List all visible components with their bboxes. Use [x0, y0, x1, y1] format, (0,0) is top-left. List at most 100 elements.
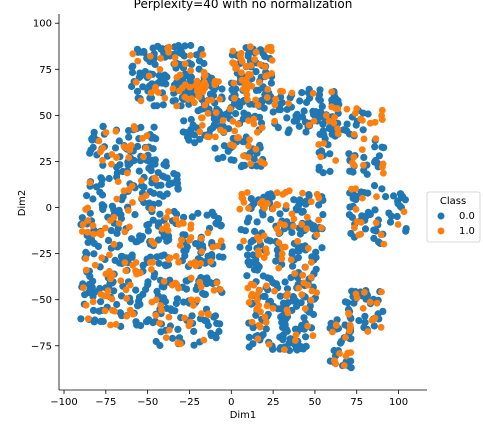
point-class-1.0: [125, 186, 133, 194]
point-class-0.0: [261, 292, 269, 301]
point-class-0.0: [296, 97, 304, 105]
point-class-0.0: [232, 110, 240, 118]
point-class-0.0: [187, 41, 195, 50]
point-class-1.0: [115, 220, 123, 227]
point-class-0.0: [154, 169, 162, 177]
point-class-1.0: [193, 77, 201, 85]
point-class-0.0: [302, 197, 310, 205]
point-class-1.0: [378, 106, 386, 114]
point-class-1.0: [394, 221, 402, 228]
point-class-1.0: [160, 278, 168, 285]
point-class-0.0: [296, 196, 304, 204]
point-class-0.0: [115, 259, 124, 267]
point-class-0.0: [97, 174, 105, 182]
point-class-0.0: [243, 251, 252, 259]
point-class-1.0: [315, 216, 322, 224]
point-class-0.0: [83, 192, 91, 200]
x-tick-label: 75: [350, 397, 363, 408]
point-class-0.0: [104, 236, 113, 244]
point-class-1.0: [290, 215, 298, 223]
point-class-1.0: [156, 66, 164, 73]
point-class-1.0: [113, 195, 121, 203]
point-class-1.0: [129, 50, 137, 58]
point-class-0.0: [99, 161, 107, 169]
point-class-1.0: [238, 58, 246, 65]
point-class-0.0: [90, 318, 98, 326]
point-class-0.0: [352, 196, 360, 204]
point-class-0.0: [289, 262, 297, 270]
point-class-1.0: [112, 320, 120, 328]
point-class-1.0: [263, 302, 271, 310]
point-class-1.0: [151, 174, 159, 182]
point-class-1.0: [165, 326, 173, 334]
point-class-0.0: [137, 72, 145, 80]
point-class-1.0: [197, 234, 205, 242]
point-class-1.0: [181, 93, 189, 101]
point-class-1.0: [247, 292, 255, 300]
point-class-1.0: [288, 89, 296, 97]
point-class-1.0: [272, 95, 279, 103]
point-class-0.0: [165, 181, 173, 189]
x-tick-label: −100: [50, 397, 77, 408]
point-class-0.0: [300, 314, 308, 322]
point-class-1.0: [307, 198, 315, 206]
point-class-0.0: [243, 272, 251, 280]
point-class-0.0: [260, 104, 268, 112]
point-class-0.0: [192, 240, 200, 248]
point-class-1.0: [340, 362, 348, 369]
point-class-0.0: [269, 345, 277, 353]
point-class-1.0: [332, 105, 339, 112]
point-class-1.0: [320, 140, 327, 147]
point-class-0.0: [119, 193, 127, 201]
point-class-0.0: [140, 47, 148, 56]
y-tick-label: −25: [31, 249, 52, 260]
point-class-1.0: [240, 237, 248, 245]
point-class-0.0: [195, 57, 204, 65]
point-class-0.0: [359, 126, 367, 134]
point-class-1.0: [102, 224, 109, 232]
point-class-1.0: [219, 117, 227, 124]
point-class-1.0: [353, 294, 361, 302]
point-class-1.0: [187, 274, 195, 282]
point-class-1.0: [129, 310, 137, 318]
point-class-1.0: [328, 88, 336, 96]
point-class-1.0: [277, 87, 284, 95]
point-class-1.0: [331, 357, 338, 365]
point-class-1.0: [350, 153, 358, 161]
point-class-0.0: [150, 123, 158, 131]
point-class-0.0: [282, 327, 290, 335]
point-class-1.0: [348, 185, 355, 193]
point-class-0.0: [203, 211, 211, 219]
point-class-0.0: [173, 179, 182, 187]
point-class-0.0: [293, 302, 301, 310]
point-class-1.0: [236, 205, 244, 213]
point-class-1.0: [173, 102, 181, 110]
point-class-1.0: [268, 57, 276, 64]
point-class-1.0: [245, 142, 253, 150]
point-class-0.0: [344, 299, 352, 307]
point-class-0.0: [153, 287, 161, 295]
point-class-1.0: [172, 252, 180, 260]
point-class-1.0: [366, 298, 374, 306]
point-class-1.0: [109, 271, 116, 278]
point-class-1.0: [342, 352, 350, 360]
point-class-1.0: [353, 218, 361, 226]
point-class-0.0: [401, 196, 409, 204]
y-tick-label: −75: [31, 341, 52, 352]
point-class-1.0: [82, 301, 90, 309]
point-class-1.0: [201, 78, 208, 86]
legend-entry-1: 1.0: [459, 226, 475, 237]
point-class-0.0: [90, 133, 98, 141]
point-class-1.0: [334, 130, 342, 138]
point-class-0.0: [269, 278, 277, 286]
point-class-1.0: [97, 148, 104, 156]
point-class-1.0: [315, 194, 323, 202]
point-class-1.0: [254, 335, 262, 343]
point-class-0.0: [98, 191, 107, 199]
point-class-0.0: [217, 221, 225, 229]
point-class-1.0: [250, 115, 258, 123]
point-class-0.0: [255, 113, 264, 121]
point-class-1.0: [196, 128, 204, 136]
point-class-0.0: [188, 213, 196, 221]
point-class-0.0: [180, 213, 188, 221]
